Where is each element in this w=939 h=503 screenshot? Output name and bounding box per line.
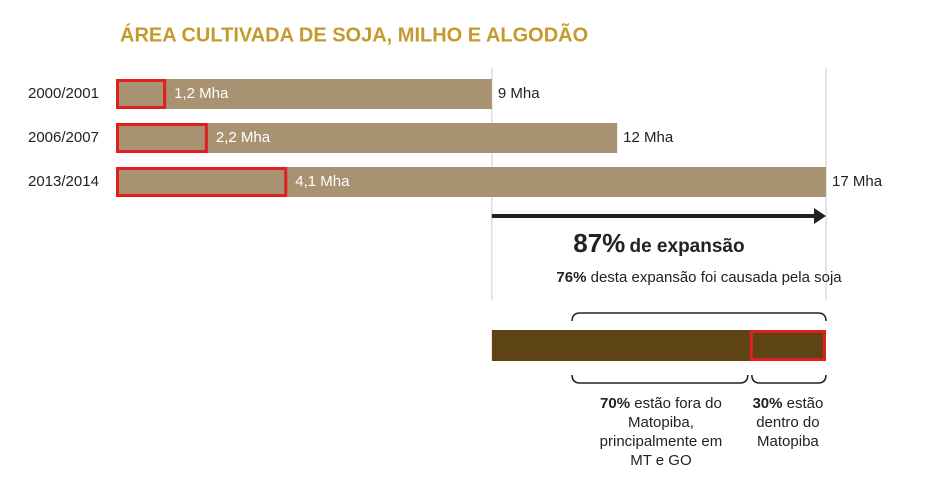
highlight-label: 2,2 Mha [216, 129, 271, 146]
brace [571, 312, 827, 322]
arrow-head [814, 208, 826, 224]
brace [571, 374, 749, 384]
split-value: 30% [752, 395, 783, 412]
value-label: 17 Mha [832, 173, 883, 190]
split-note: 70% estão fora do Matopiba, principalmen… [596, 394, 726, 470]
category-label: 2006/2007 [28, 129, 99, 146]
split-text: estão dentro do Matopiba [756, 395, 824, 450]
split-note: 30% estão dentro do Matopiba [738, 394, 838, 451]
expansion-text: de expansão [629, 236, 745, 257]
highlight-label: 4,1 Mha [295, 173, 350, 190]
split-value: 70% [600, 395, 631, 412]
soy-text: desta expansão foi causada pela soja [590, 269, 842, 286]
split-text: estão fora do Matopiba, principalmente e… [599, 395, 723, 469]
split-bar [491, 330, 826, 361]
highlight-bar [116, 123, 208, 153]
soy-note: 76% desta expansão foi causada pela soja [542, 268, 856, 287]
bar [116, 79, 492, 109]
soy-value: 76% [556, 269, 587, 286]
highlight-label: 1,2 Mha [174, 85, 229, 102]
value-label: 9 Mha [498, 85, 540, 102]
bar [116, 167, 826, 197]
category-label: 2013/2014 [28, 173, 99, 190]
highlight-bar [116, 167, 288, 197]
highlight-bar [116, 79, 167, 109]
split-highlight [749, 330, 826, 361]
category-label: 2000/2001 [28, 85, 99, 102]
expansion-note: 87% de expansão [492, 228, 826, 263]
bar [116, 123, 618, 153]
chart-title: ÁREA CULTIVADA DE SOJA, MILHO E ALGODÃO [120, 23, 588, 46]
brace [751, 374, 827, 384]
value-label: 12 Mha [623, 129, 674, 146]
expansion-value: 87% [573, 228, 626, 258]
